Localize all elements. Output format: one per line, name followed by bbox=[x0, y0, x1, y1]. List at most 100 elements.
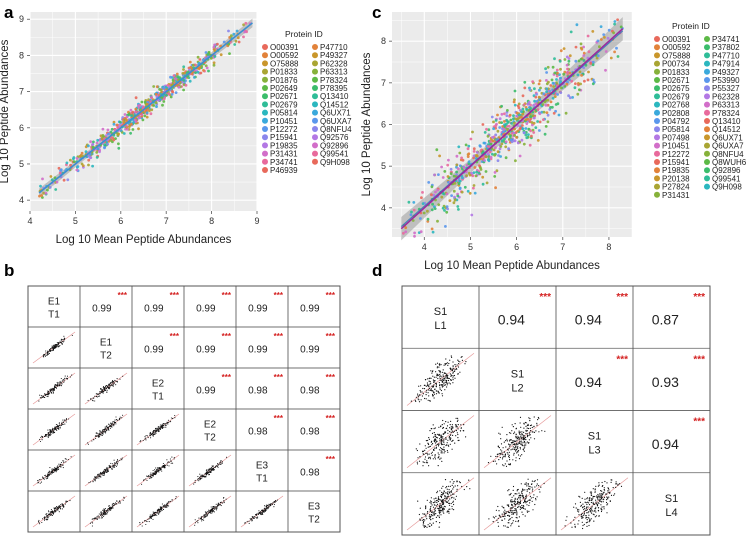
mini-point bbox=[111, 426, 113, 428]
mini-point bbox=[245, 522, 247, 524]
data-point bbox=[473, 166, 477, 169]
mini-point bbox=[209, 512, 211, 514]
mini-point bbox=[52, 392, 54, 394]
mini-point bbox=[93, 478, 95, 480]
mini-point bbox=[440, 450, 442, 452]
mini-point bbox=[458, 363, 460, 365]
data-point bbox=[591, 82, 595, 86]
data-point bbox=[213, 43, 217, 47]
mini-point bbox=[59, 507, 61, 509]
mini-point bbox=[102, 512, 105, 514]
data-point bbox=[458, 151, 462, 155]
mini-point bbox=[152, 434, 154, 436]
data-point bbox=[421, 202, 425, 206]
mini-point bbox=[607, 487, 609, 489]
mini-point bbox=[90, 398, 92, 401]
mini-point bbox=[499, 515, 501, 518]
mini-point bbox=[423, 388, 426, 390]
mini-point bbox=[454, 364, 456, 366]
mini-point bbox=[418, 513, 420, 516]
data-point bbox=[522, 142, 526, 146]
data-point bbox=[413, 234, 416, 238]
mini-point bbox=[581, 517, 583, 519]
mini-point bbox=[168, 505, 170, 507]
mini-point bbox=[428, 446, 430, 448]
data-point bbox=[589, 62, 593, 65]
data-point bbox=[552, 85, 555, 88]
data-point bbox=[467, 160, 471, 164]
data-point bbox=[504, 156, 508, 160]
mini-point bbox=[437, 452, 439, 454]
mini-point bbox=[167, 423, 169, 425]
data-point bbox=[69, 158, 72, 162]
mini-point bbox=[449, 443, 451, 445]
legend-entry: P19835 bbox=[662, 166, 690, 175]
mini-point bbox=[530, 497, 532, 499]
mini-point bbox=[433, 432, 435, 434]
mini-point bbox=[47, 518, 49, 520]
data-point bbox=[607, 28, 611, 32]
mini-point bbox=[501, 458, 504, 460]
mini-point bbox=[521, 504, 523, 507]
mini-point bbox=[504, 512, 506, 515]
mini-point bbox=[49, 430, 51, 432]
mini-point bbox=[163, 505, 165, 507]
mini-point bbox=[492, 516, 494, 518]
legend-marker bbox=[704, 44, 710, 51]
mini-point bbox=[448, 504, 451, 506]
mini-point bbox=[424, 445, 426, 447]
mini-point bbox=[544, 430, 546, 432]
mini-point bbox=[501, 519, 503, 521]
mini-point bbox=[175, 498, 177, 500]
mini-point bbox=[50, 389, 52, 391]
mini-point bbox=[272, 502, 274, 504]
mini-point bbox=[447, 485, 450, 487]
mini-point bbox=[426, 389, 428, 391]
data-point bbox=[236, 36, 240, 40]
mini-point bbox=[521, 441, 523, 443]
mini-point bbox=[529, 418, 531, 420]
mini-point bbox=[110, 381, 112, 384]
mini-point bbox=[104, 513, 106, 515]
mini-point bbox=[270, 504, 272, 507]
mini-point bbox=[455, 495, 457, 497]
mini-point bbox=[530, 483, 533, 485]
legend-entry: P34741 bbox=[270, 158, 298, 167]
mini-point bbox=[439, 490, 441, 492]
mini-point bbox=[600, 510, 603, 513]
legend-entry: P05814 bbox=[270, 109, 298, 118]
correlation-value: 0.99 bbox=[144, 303, 164, 314]
mini-point bbox=[111, 508, 113, 510]
legend-marker bbox=[312, 85, 318, 91]
mini-point bbox=[536, 422, 538, 424]
mini-point bbox=[208, 470, 210, 472]
data-point bbox=[579, 82, 582, 86]
mini-point bbox=[98, 513, 100, 515]
mini-point bbox=[523, 436, 525, 438]
legend-marker bbox=[262, 93, 268, 100]
data-point bbox=[546, 120, 550, 124]
mini-point bbox=[434, 447, 436, 449]
mini-point bbox=[519, 502, 521, 504]
mini-point bbox=[120, 458, 122, 460]
mini-point bbox=[145, 523, 147, 526]
mini-point bbox=[439, 379, 441, 381]
mini-point bbox=[216, 506, 218, 508]
mini-point bbox=[60, 504, 62, 506]
mini-point bbox=[218, 463, 220, 465]
mini-point bbox=[417, 457, 419, 459]
data-point bbox=[595, 56, 599, 60]
mini-point bbox=[158, 428, 160, 430]
mini-point bbox=[441, 448, 443, 450]
mini-point bbox=[448, 445, 450, 447]
data-point bbox=[540, 110, 544, 114]
mini-point bbox=[434, 388, 436, 390]
mini-point bbox=[525, 433, 527, 435]
mini-point bbox=[529, 492, 531, 494]
data-point bbox=[558, 59, 562, 63]
data-point bbox=[509, 134, 512, 138]
mini-point bbox=[205, 513, 207, 515]
mini-point bbox=[450, 355, 452, 357]
mini-point bbox=[455, 417, 457, 419]
mini-point bbox=[540, 486, 542, 488]
